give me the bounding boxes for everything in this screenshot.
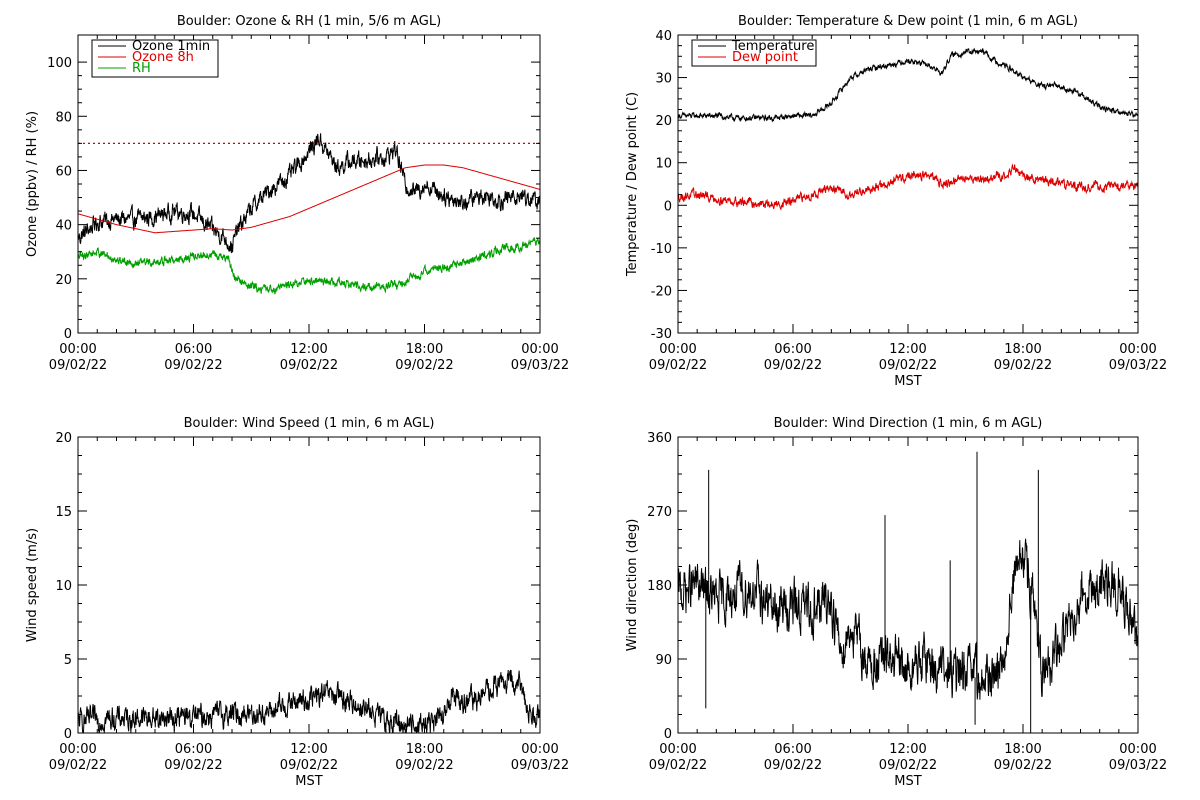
y-tick-label: -30 [651,327,672,342]
x-tick-date-label: 09/03/22 [511,358,569,373]
x-tick-date-label: 09/02/22 [280,358,338,373]
y-tick-label: 20 [655,114,672,129]
x-tick-date-label: 09/02/22 [764,358,822,373]
x-tick-time-label: 12:00 [290,342,327,357]
y-tick-label: 10 [55,579,72,594]
x-axis-label: MST [894,774,921,789]
ozone-rh-panel: Boulder: Ozone & RH (1 min, 5/6 m AGL) 0 2… [25,14,569,373]
wind-speed-panel: Boulder: Wind Speed (1 min, 6 m AGL) 0 5 10… [25,416,569,789]
x-tick-time-label: 12:00 [889,342,926,357]
x-tick-date-label: 09/02/22 [764,758,822,773]
y-tick-label: 100 [47,56,72,71]
y-tick-label: 20 [55,273,72,288]
ozone-1min-series-line [78,133,540,254]
chart-title: Boulder: Temperature & Dew point (1 min,… [738,14,1078,29]
y-tick-label: 30 [655,72,672,87]
y-tick-label: -10 [651,242,672,257]
x-axis-label: MST [295,774,322,789]
x-tick-time-label: 00:00 [59,742,96,757]
y-tick-label: 5 [64,653,72,668]
x-tick-date-label: 09/02/22 [164,358,222,373]
x-tick-time-label: 00:00 [521,742,558,757]
y-tick-label: 180 [647,579,672,594]
x-tick-time-label: 18:00 [1004,742,1041,757]
x-tick-time-label: 00:00 [1119,342,1156,357]
x-tick-time-label: 00:00 [1119,742,1156,757]
legend-label: RH [132,61,151,76]
x-tick-date-label: 09/02/22 [395,358,453,373]
plot-frame [677,436,1139,734]
legend-label: Temperature [731,39,814,54]
y-tick-label: -20 [651,284,672,299]
x-tick-date-label: 09/02/22 [49,358,107,373]
y-tick-label: 10 [655,157,672,172]
x-tick-date-label: 09/02/22 [879,758,937,773]
x-tick-date-label: 09/03/22 [1109,758,1167,773]
y-axis-label: Ozone (ppbv) / RH (%) [25,111,40,257]
x-tick-date-label: 09/02/22 [994,758,1052,773]
dew-point-series-line [678,163,1138,210]
x-tick-time-label: 12:00 [889,742,926,757]
y-tick-label: 0 [64,327,72,342]
wind-direction-panel: Boulder: Wind Direction (1 min, 6 m AGL)… [625,416,1167,789]
x-tick-date-label: 09/02/22 [649,758,707,773]
y-axis-label: Wind direction (deg) [625,519,640,652]
y-tick-label: 40 [655,29,672,44]
rh-series-line [78,237,540,295]
x-tick-date-label: 09/03/22 [511,758,569,773]
wind-speed-series-line [78,669,540,733]
x-tick-time-label: 00:00 [659,342,696,357]
legend-box [691,39,817,67]
y-tick-label: 0 [664,727,672,742]
x-tick-time-label: 06:00 [175,342,212,357]
x-axis-label: MST [894,374,921,389]
y-tick-label: 0 [64,727,72,742]
y-tick-label: 0 [664,199,672,214]
plot-area [78,669,540,733]
temp-dew-panel: Boulder: Temperature & Dew point (1 min,… [625,14,1167,389]
x-tick-date-label: 09/02/22 [280,758,338,773]
x-tick-time-label: 18:00 [406,742,443,757]
x-tick-time-label: 06:00 [774,742,811,757]
wind-direction-series-line [678,538,1138,700]
x-tick-time-label: 00:00 [521,342,558,357]
plot-area [78,133,540,295]
plot-frame [77,34,541,334]
y-tick-label: 60 [55,164,72,179]
x-tick-time-label: 12:00 [290,742,327,757]
chart-title: Boulder: Wind Direction (1 min, 6 m AGL) [774,416,1043,431]
x-tick-time-label: 06:00 [774,342,811,357]
y-tick-label: 40 [55,219,72,234]
x-tick-date-label: 09/02/22 [164,758,222,773]
x-tick-date-label: 09/02/22 [49,758,107,773]
temperature-series-line [678,47,1138,123]
x-tick-date-label: 09/02/22 [994,358,1052,373]
ozone-8h-series-line [78,164,540,234]
x-tick-date-label: 09/02/22 [395,758,453,773]
plot-area [678,451,1138,733]
x-tick-date-label: 09/02/22 [649,358,707,373]
x-tick-time-label: 00:00 [659,742,696,757]
plot-area [678,47,1138,210]
x-tick-time-label: 00:00 [59,342,96,357]
legend-label: Dew point [732,50,798,65]
chart-title: Boulder: Wind Speed (1 min, 6 m AGL) [184,416,435,431]
x-tick-time-label: 18:00 [406,342,443,357]
y-tick-label: 90 [655,653,672,668]
x-tick-time-label: 06:00 [175,742,212,757]
legend-label: Ozone 8h [132,50,194,65]
y-axis-label: Temperature / Dew point (C) [625,92,640,277]
x-tick-date-label: 09/02/22 [879,358,937,373]
y-tick-label: 15 [55,505,72,520]
legend-label: Ozone 1min [132,39,210,54]
y-tick-label: 80 [55,110,72,125]
y-tick-label: 270 [647,505,672,520]
x-tick-time-label: 18:00 [1004,342,1041,357]
chart-title: Boulder: Ozone & RH (1 min, 5/6 m AGL) [177,14,441,29]
x-tick-date-label: 09/03/22 [1109,358,1167,373]
y-axis-label: Wind speed (m/s) [25,528,40,642]
y-tick-label: 360 [647,431,672,446]
y-tick-label: 20 [55,431,72,446]
